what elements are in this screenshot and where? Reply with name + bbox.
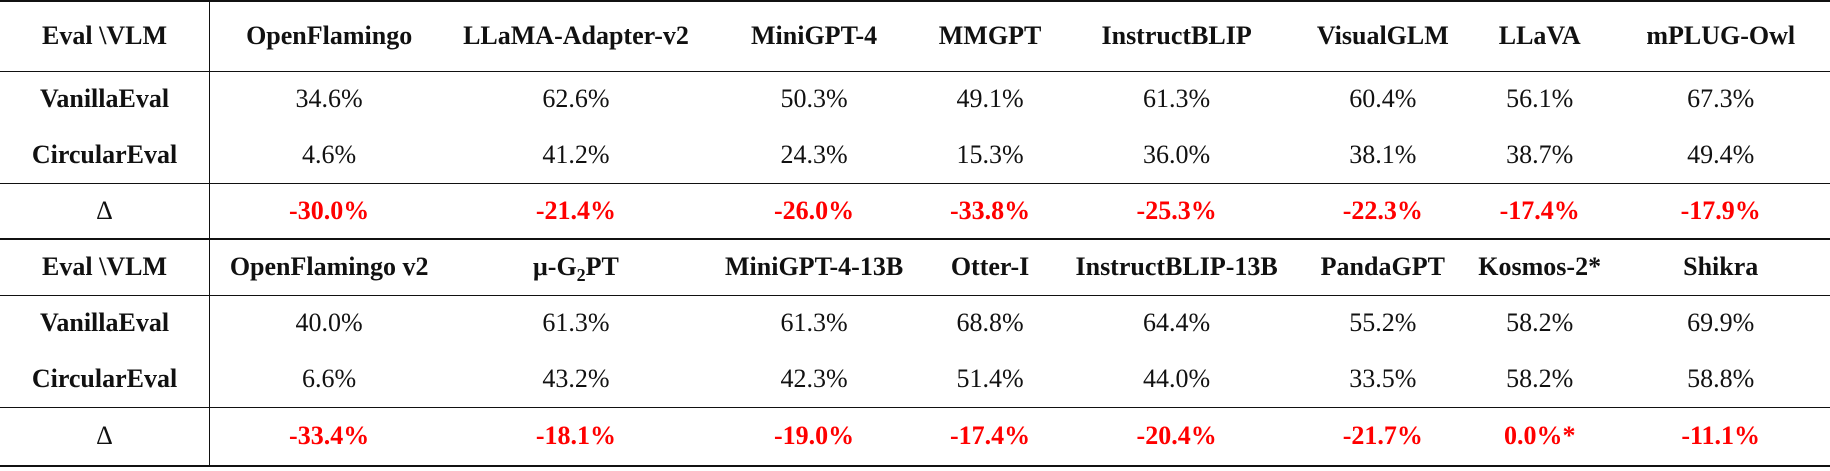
model-header: μ-G2PT xyxy=(448,238,704,295)
table-cell: 49.1% xyxy=(924,70,1056,127)
delta-cell: -21.4% xyxy=(448,182,704,239)
delta-cell: -21.7% xyxy=(1297,406,1468,467)
delta-row: Δ -33.4% -18.1% -19.0% -17.4% -20.4% -21… xyxy=(0,406,1830,467)
table-cell: 34.6% xyxy=(209,70,449,127)
table-cell: 6.6% xyxy=(302,363,357,393)
row-label: VanillaEval xyxy=(0,294,211,351)
model-header: InstructBLIP xyxy=(1055,0,1298,71)
model-header: InstructBLIP-13B xyxy=(1055,238,1298,295)
row-label: CircularEval xyxy=(0,351,211,407)
model-header: VisualGLM xyxy=(1297,0,1468,71)
model-name-subscript: 2 xyxy=(576,265,586,286)
table-cell: 49.4% xyxy=(1687,139,1755,169)
delta-cell: -19.0% xyxy=(703,406,925,467)
model-header: MMGPT xyxy=(924,0,1056,71)
table-cell: 38.1% xyxy=(1349,139,1417,169)
delta-cell: -17.4% xyxy=(924,406,1056,467)
table-cell: 15.3% xyxy=(956,139,1024,169)
table-cell: 56.1% xyxy=(1467,70,1612,127)
table-cell: 61.3% xyxy=(1055,70,1298,127)
table-cell: 43.2% xyxy=(542,363,610,393)
table-cell: 60.4% xyxy=(1297,70,1468,127)
model-header: MiniGPT-4-13B xyxy=(703,238,925,295)
table-row: CircularEval 6.6% 43.2% 42.3% 51.4% 44.0… xyxy=(0,351,1830,407)
table-cell: 58.2% xyxy=(1506,363,1574,393)
table-cell: 55.2% xyxy=(1297,294,1468,351)
table-cell: 24.3% xyxy=(780,139,848,169)
table-cell: 38.7% xyxy=(1506,139,1574,169)
table-cell: 67.3% xyxy=(1611,70,1830,127)
table-cell: 50.3% xyxy=(703,70,925,127)
table-cell: 4.6% xyxy=(302,139,357,169)
table-cell: 41.2% xyxy=(542,139,610,169)
delta-cell: 0.0%* xyxy=(1467,406,1612,467)
delta-cell: -17.4% xyxy=(1467,182,1612,239)
delta-cell: -11.1% xyxy=(1611,406,1830,467)
table-cell: 42.3% xyxy=(780,363,848,393)
model-header: OpenFlamingo xyxy=(209,0,449,71)
delta-cell: -20.4% xyxy=(1055,406,1298,467)
table-cell: 61.3% xyxy=(448,294,704,351)
delta-label: Δ xyxy=(0,182,211,239)
table-cell: 51.4% xyxy=(956,363,1024,393)
table-cell: 40.0% xyxy=(209,294,449,351)
table-cell: 69.9% xyxy=(1611,294,1830,351)
delta-cell: -25.3% xyxy=(1055,182,1298,239)
delta-cell: -18.1% xyxy=(448,406,704,467)
table-cell: 44.0% xyxy=(1143,363,1211,393)
header-row: Eval \VLM OpenFlamingo LLaMA-Adapter-v2 … xyxy=(0,0,1830,71)
delta-row: Δ -30.0% -21.4% -26.0% -33.8% -25.3% -22… xyxy=(0,182,1830,239)
corner-header: Eval \VLM xyxy=(0,0,211,71)
model-header: LLaMA-Adapter-v2 xyxy=(448,0,704,71)
delta-label: Δ xyxy=(0,406,211,467)
model-header: MiniGPT-4 xyxy=(703,0,925,71)
model-header: PandaGPT xyxy=(1297,238,1468,295)
model-header: Otter-I xyxy=(924,238,1056,295)
model-header: OpenFlamingo v2 xyxy=(209,238,449,295)
table-cell: 68.8% xyxy=(924,294,1056,351)
table-cell: 62.6% xyxy=(448,70,704,127)
model-name-suffix: PT xyxy=(585,252,619,282)
row-label: CircularEval xyxy=(0,127,211,183)
delta-cell: -33.4% xyxy=(209,406,449,467)
table-cell: 64.4% xyxy=(1055,294,1298,351)
table-cell: 36.0% xyxy=(1143,139,1211,169)
delta-cell: -22.3% xyxy=(1297,182,1468,239)
model-header: Kosmos-2* xyxy=(1467,238,1612,295)
delta-cell: -26.0% xyxy=(703,182,925,239)
table-cell: 58.2% xyxy=(1467,294,1612,351)
table-row: VanillaEval 40.0% 61.3% 61.3% 68.8% 64.4… xyxy=(0,294,1830,351)
delta-cell: -30.0% xyxy=(209,182,449,239)
corner-header: Eval \VLM xyxy=(0,238,211,295)
table-cell: 61.3% xyxy=(703,294,925,351)
delta-cell: -17.9% xyxy=(1611,182,1830,239)
delta-cell: -33.8% xyxy=(924,182,1056,239)
header-row: Eval \VLM OpenFlamingo v2 μ-G2PT MiniGPT… xyxy=(0,238,1830,295)
model-header: LLaVA xyxy=(1467,0,1612,71)
model-name-prefix: μ-G xyxy=(533,252,577,282)
table-cell: 58.8% xyxy=(1687,363,1755,393)
table-row: CircularEval 4.6% 41.2% 24.3% 15.3% 36.0… xyxy=(0,127,1830,183)
model-header: Shikra xyxy=(1611,238,1830,295)
model-header: mPLUG-Owl xyxy=(1611,0,1830,71)
table-row: VanillaEval 34.6% 62.6% 50.3% 49.1% 61.3… xyxy=(0,70,1830,127)
table-cell: 33.5% xyxy=(1349,363,1417,393)
row-label: VanillaEval xyxy=(0,70,211,127)
